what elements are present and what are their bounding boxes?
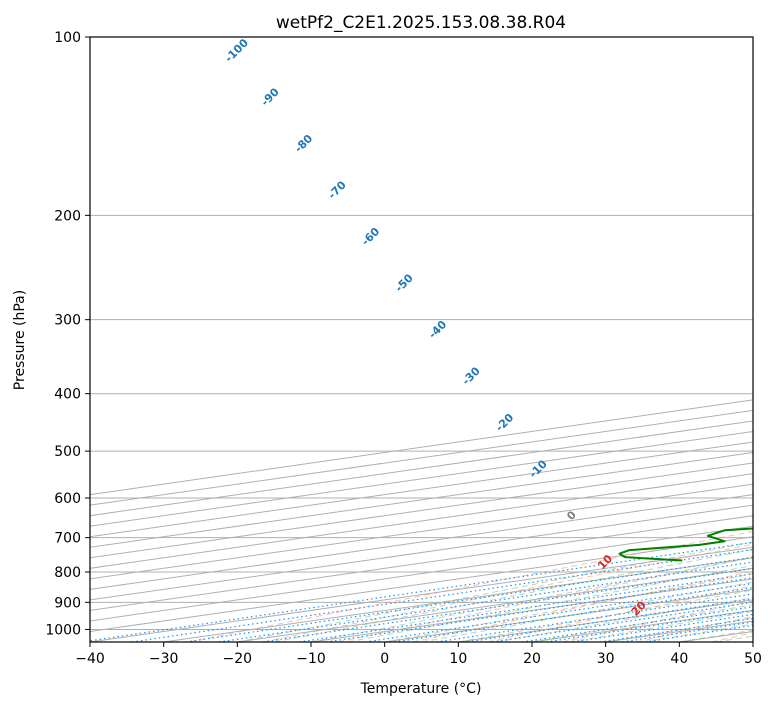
y-tick-label: 200 (54, 208, 81, 224)
x-tick-label: 0 (380, 651, 389, 667)
x-tick-label: 20 (523, 651, 541, 667)
x-tick-label: −10 (296, 651, 326, 667)
x-tick-label: 10 (449, 651, 467, 667)
y-tick-label: 1000 (45, 622, 81, 638)
y-tick-label: 500 (54, 444, 81, 460)
chart-title: wetPf2_C2E1.2025.153.08.38.R04 (276, 13, 566, 33)
y-tick-label: 900 (54, 595, 81, 611)
x-tick-label: 40 (670, 651, 688, 667)
x-tick-label: 30 (597, 651, 615, 667)
y-axis-label: Pressure (hPa) (12, 290, 28, 390)
x-axis-label: Temperature (°C) (360, 681, 482, 697)
isotherm-line (753, 37, 775, 642)
x-tick-label: 50 (744, 651, 762, 667)
y-tick-label: 300 (54, 313, 81, 329)
x-tick-label: −30 (149, 651, 179, 667)
y-tick-label: 800 (54, 565, 81, 581)
y-tick-label: 100 (54, 30, 81, 46)
x-tick-label: −20 (223, 651, 253, 667)
y-tick-label: 400 (54, 387, 81, 403)
x-tick-label: −40 (75, 651, 105, 667)
y-tick-label: 700 (54, 531, 81, 547)
y-tick-label: 600 (54, 491, 81, 507)
